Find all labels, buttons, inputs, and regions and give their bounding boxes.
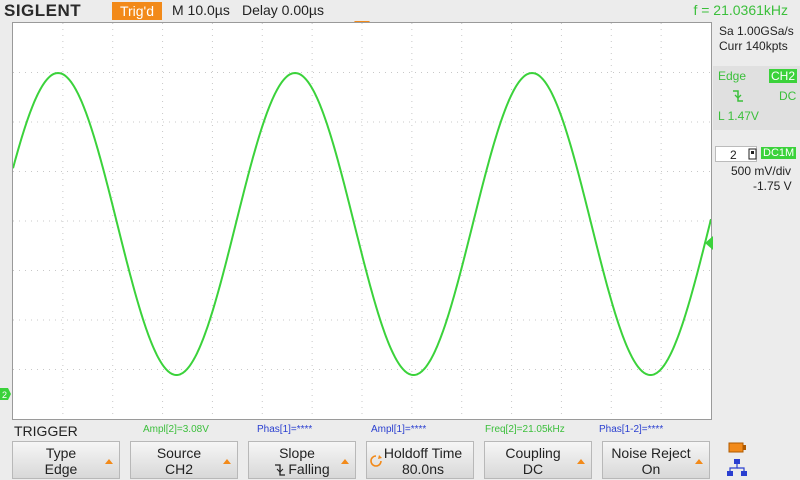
channel-2-marker[interactable]: 2 (0, 387, 12, 401)
menu-title: TRIGGER (14, 423, 78, 439)
bandwidth-icon (748, 148, 757, 160)
channel-2-info[interactable]: 2 DC1M 500 mV/div -1.75 V (713, 146, 800, 194)
brand-logo: SIGLENT (4, 1, 82, 20)
trigger-coupling: DC (779, 89, 797, 103)
trigger-level: L 1.47V (718, 109, 759, 123)
battery-icon (728, 442, 746, 453)
softkey-holdoff-time[interactable]: Holdoff Time 80.0ns (366, 441, 474, 479)
falling-edge-icon (275, 464, 285, 476)
arrow-up-icon (577, 459, 585, 464)
softkey-type[interactable]: Type Edge (12, 441, 120, 479)
trigger-status: Trig'd (112, 2, 162, 20)
top-bar: SIGLENT Trig'd M 10.0µs Delay 0.00µs f =… (0, 0, 800, 22)
channel-number: 2 (730, 148, 737, 162)
arrow-up-icon (223, 459, 231, 464)
trigger-type: Edge (718, 69, 747, 83)
softkey-coupling-title: Coupling (505, 445, 561, 461)
softkey-slope[interactable]: Slope Falling (248, 441, 356, 479)
softkey-noise-reject-value: On (641, 461, 661, 477)
softkey-noise-reject[interactable]: Noise Reject On (602, 441, 710, 479)
trigger-source-badge: CH2 (769, 69, 798, 83)
measurement-freq-2: Freq[2]=21.05kHz (485, 424, 565, 435)
softkey-coupling-value: DC (522, 461, 544, 477)
network-icon (727, 459, 747, 476)
arrow-up-icon (341, 459, 349, 464)
sample-rate: Sa 1.00GSa/s (719, 24, 794, 38)
waveform-display[interactable] (12, 22, 712, 420)
trigger-level-marker[interactable] (704, 236, 714, 250)
softkey-source[interactable]: Source CH2 (130, 441, 238, 479)
coupling-impedance-badge: DC1M (761, 147, 797, 159)
measurement-ampl-2: Ampl[2]=3.08V (143, 424, 209, 435)
arrow-up-icon (105, 459, 113, 464)
softkey-source-value: CH2 (164, 461, 193, 477)
falling-edge-icon (733, 90, 743, 102)
timebase[interactable]: M 10.0µs (172, 2, 230, 18)
delay[interactable]: Delay 0.00µs (242, 2, 324, 18)
softkey-noise-reject-title: Noise Reject (611, 445, 691, 461)
waveform-grid (12, 23, 712, 419)
frequency-readout: f = 21.0361kHz (693, 2, 788, 18)
memory-depth: Curr 140kpts (719, 39, 788, 53)
vertical-offset: -1.75 V (753, 179, 792, 193)
trigger-info-panel[interactable]: Edge CH2 DC L 1.47V (713, 66, 800, 130)
softkey-source-title: Source (156, 445, 202, 461)
measurement-phas-1-2: Phas[1-2]=**** (599, 424, 664, 435)
svg-text:2: 2 (2, 390, 7, 400)
softkey-coupling[interactable]: Coupling DC (484, 441, 592, 479)
measurement-phas-1: Phas[1]=**** (257, 424, 313, 435)
measurement-ampl-1: Ampl[1]=**** (371, 424, 427, 435)
rotary-knob-icon (370, 455, 382, 467)
softkey-type-title: Type (45, 445, 77, 461)
vertical-scale: 500 mV/div (731, 164, 792, 178)
softkey-holdoff-value: 80.0ns (401, 461, 445, 477)
softkey-slope-value: Falling (288, 461, 330, 477)
softkey-type-value: Edge (44, 461, 78, 477)
arrow-up-icon (695, 459, 703, 464)
channel-2-trace (12, 71, 712, 376)
softkey-holdoff-title: Holdoff Time (383, 445, 463, 461)
softkey-slope-title: Slope (279, 445, 315, 461)
